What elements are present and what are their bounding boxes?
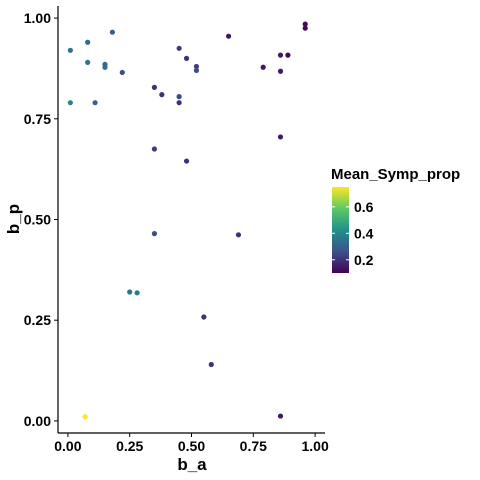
data-point	[177, 100, 182, 105]
y-axis-ticks: 0.00 0.25 0.50 0.75 1.00	[24, 10, 58, 429]
data-point	[102, 65, 107, 70]
y-tick-label: 0.75	[24, 111, 51, 127]
data-point	[194, 68, 199, 73]
data-point	[152, 85, 157, 90]
data-point	[92, 100, 97, 105]
data-point	[278, 413, 283, 418]
data-point	[201, 314, 206, 319]
data-point	[159, 92, 164, 97]
data-point	[110, 30, 115, 35]
y-axis-title: b_p	[4, 204, 23, 234]
y-tick-label: 1.00	[24, 10, 51, 26]
data-point	[261, 65, 266, 70]
y-tick-label: 0.00	[24, 413, 51, 429]
data-point	[236, 232, 241, 237]
data-point	[184, 158, 189, 163]
data-points	[68, 22, 308, 420]
y-tick-label: 0.25	[24, 312, 51, 328]
data-point	[278, 134, 283, 139]
data-point	[152, 231, 157, 236]
data-point	[177, 46, 182, 51]
x-axis-title: b_a	[177, 455, 207, 474]
x-tick-label: 0.75	[240, 438, 267, 454]
data-point	[278, 69, 283, 74]
legend-tick-label: 0.6	[354, 199, 374, 215]
plot-area: 0.00 0.25 0.50 0.75 1.00 0.00 0.25 0.50 0.75 1.0…	[24, 6, 329, 454]
data-point	[120, 70, 125, 75]
x-tick-label: 0.00	[54, 438, 81, 454]
x-axis-ticks: 0.00 0.25 0.50 0.75 1.00	[54, 433, 329, 454]
x-tick-label: 0.50	[178, 438, 205, 454]
data-point	[209, 362, 214, 367]
data-point	[278, 53, 283, 58]
legend-tick-label: 0.4	[354, 225, 374, 241]
data-point	[83, 414, 88, 419]
data-point	[285, 53, 290, 58]
data-point	[85, 40, 90, 45]
data-point	[68, 100, 73, 105]
data-point	[85, 60, 90, 65]
x-tick-label: 1.00	[301, 438, 328, 454]
color-legend: Mean_Symp_prop 0.2 0.4 0.6	[331, 166, 460, 273]
data-point	[127, 289, 132, 294]
data-point	[184, 56, 189, 61]
data-point	[135, 290, 140, 295]
data-point	[68, 48, 73, 53]
legend-tick-label: 0.2	[354, 252, 374, 268]
data-point	[303, 26, 308, 31]
data-point	[177, 94, 182, 99]
data-point	[226, 34, 231, 39]
y-tick-label: 0.50	[24, 212, 51, 228]
x-tick-label: 0.25	[116, 438, 143, 454]
legend-title: Mean_Symp_prop	[331, 166, 460, 183]
data-point	[152, 146, 157, 151]
